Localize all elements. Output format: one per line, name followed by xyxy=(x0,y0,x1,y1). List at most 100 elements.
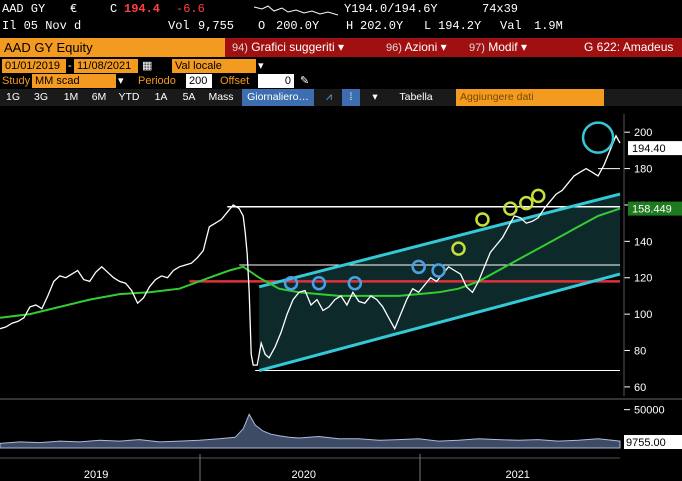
low-label: L xyxy=(424,19,432,33)
y-tick-label: 60 xyxy=(634,382,646,394)
volume-divider xyxy=(0,398,682,400)
chevron-down-icon: ▾ xyxy=(520,40,527,54)
menu-label: Azioni xyxy=(404,40,438,54)
frequency-label: Giornaliero xyxy=(247,91,299,103)
value-label: Val xyxy=(500,19,522,33)
marker-blue xyxy=(347,275,363,291)
open-value: 200.0Y xyxy=(276,19,320,33)
menu-edit[interactable]: 97) Modif ▾ xyxy=(469,38,527,57)
chart-background xyxy=(0,106,682,481)
chart-type-bar-icon[interactable]: ⁞ xyxy=(342,89,360,106)
y-tick-label: 100 xyxy=(634,309,652,321)
study-label: Study xyxy=(2,75,31,87)
quote-header: AAD GY € C 194.4 -6.6 Y194.0/194.6Y 74x3… xyxy=(0,0,682,38)
volume-area xyxy=(0,413,621,449)
menu-label: Grafici suggeriti xyxy=(251,40,335,54)
ma-last-value-bg xyxy=(628,201,682,216)
y-tick-label: 140 xyxy=(634,236,652,248)
volume-label: Vol xyxy=(168,19,190,33)
menu-suggested-charts[interactable]: 94) Grafici suggeriti ▾ xyxy=(232,38,344,57)
price-sparkline-icon xyxy=(253,2,339,22)
menu-number: 97) xyxy=(469,42,485,54)
tab-range-1g[interactable]: 1G xyxy=(5,91,20,103)
menu-number: 94) xyxy=(232,42,248,54)
volume-last-value: 9755.00 xyxy=(626,437,666,449)
title-bar: AAD GY Equity 94) Grafici suggeriti ▾ 96… xyxy=(0,38,682,57)
price-last-value-bg xyxy=(628,141,682,156)
tab-range-3g[interactable]: 3G xyxy=(33,91,48,103)
tab-range-mass[interactable]: Mass xyxy=(208,91,234,103)
security-title: AAD GY Equity xyxy=(0,38,225,57)
tab-range-1m[interactable]: 1M xyxy=(63,91,79,103)
marker-yellow xyxy=(503,201,518,216)
marker-blue xyxy=(431,263,446,278)
last-price: 194.4 xyxy=(124,2,161,16)
channel-lower-line xyxy=(258,272,621,372)
date-separator: - xyxy=(68,60,72,72)
ticker: AAD GY xyxy=(2,2,46,16)
ma-last-value: 158.449 xyxy=(632,204,672,216)
marker-blue xyxy=(283,275,299,291)
close-flag: C xyxy=(110,2,118,16)
marker-blue xyxy=(411,259,426,275)
x-tick-label: 2019 xyxy=(84,469,108,481)
trade-date: Il 05 Nov d xyxy=(2,19,82,33)
table-button[interactable]: Tabella xyxy=(399,91,433,103)
high-label: H xyxy=(346,19,354,33)
chevron-down-icon[interactable]: ▾ xyxy=(372,91,378,103)
marker-yellow xyxy=(451,241,466,256)
pencil-icon[interactable]: ✎ xyxy=(300,75,310,87)
price-last-value-box: 194.40 xyxy=(628,141,682,156)
date-to-field[interactable]: 11/08/2021 xyxy=(74,59,138,73)
tab-range-ytd[interactable]: YTD xyxy=(118,91,140,103)
volume-tick-label: 50000 xyxy=(634,405,665,417)
add-data-input[interactable]: Aggiungere dati xyxy=(456,89,604,106)
ellipsis-icon: … xyxy=(298,91,309,103)
chevron-down-icon: ▾ xyxy=(440,40,447,54)
channel-upper-line xyxy=(258,192,621,289)
marker-yellow xyxy=(531,188,546,204)
chevron-down-icon[interactable]: ▾ xyxy=(118,75,124,87)
calendar-icon[interactable]: ▦ xyxy=(142,60,153,72)
y-tick-label: 120 xyxy=(634,273,652,285)
menu-number: 96) xyxy=(386,42,402,54)
currency: € xyxy=(70,2,78,16)
period-label: Periodo xyxy=(138,75,176,87)
tab-range-1a[interactable]: 1A xyxy=(154,91,168,103)
low-value: 194.2Y xyxy=(438,19,482,33)
price-last-value: 194.40 xyxy=(632,143,666,155)
bid-ask-size: 74x39 xyxy=(482,2,519,16)
price-line xyxy=(0,134,621,366)
currency-select[interactable]: Val locale xyxy=(172,59,256,73)
high-value: 202.0Y xyxy=(360,19,404,33)
frequency-select[interactable]: Giornaliero… xyxy=(242,89,314,106)
y-tick-label: 180 xyxy=(634,164,652,176)
ma-last-value-box: 158.449 xyxy=(628,201,682,216)
date-from-field[interactable]: 01/01/2019 xyxy=(2,59,66,73)
marker-cyan xyxy=(581,121,615,154)
marker-yellow xyxy=(519,195,534,211)
x-tick-label: 2020 xyxy=(292,469,316,481)
tab-range-5a[interactable]: 5A xyxy=(182,91,196,103)
price-chart[interactable]: 2001801601401201008060194.40158.44950000… xyxy=(0,106,682,481)
period-field[interactable]: 200 xyxy=(186,74,212,88)
change: -6.6 xyxy=(176,2,205,16)
marker-blue xyxy=(311,275,327,291)
chevron-down-icon[interactable]: ▾ xyxy=(258,60,264,72)
y-tick-label: 200 xyxy=(634,127,652,139)
menu-actions[interactable]: 96) Azioni ▾ xyxy=(386,38,447,57)
volume-last-value-box: 9755.00 xyxy=(624,435,682,449)
value-amount: 1.9M xyxy=(534,19,563,33)
offset-field[interactable]: 0 xyxy=(258,74,294,88)
open-label: O xyxy=(258,19,266,33)
tab-range-6m[interactable]: 6M xyxy=(91,91,107,103)
chart-type-line-icon[interactable]: ⩘ xyxy=(326,91,332,103)
offset-label: Offset xyxy=(220,75,250,87)
study-select[interactable]: MM scad xyxy=(32,74,116,88)
moving-average-line xyxy=(0,207,621,319)
range-tabs: 1G 3G 1M 6M YTD 1A 5A Mass Giornaliero… … xyxy=(0,89,682,106)
volume-value: 9,755 xyxy=(198,19,235,33)
y-tick-label: 80 xyxy=(634,346,646,358)
bid-ask: Y194.0/194.6Y xyxy=(344,2,438,16)
options-bar: 01/01/2019 - 11/08/2021 ▦ Val locale ▾ S… xyxy=(0,57,682,89)
